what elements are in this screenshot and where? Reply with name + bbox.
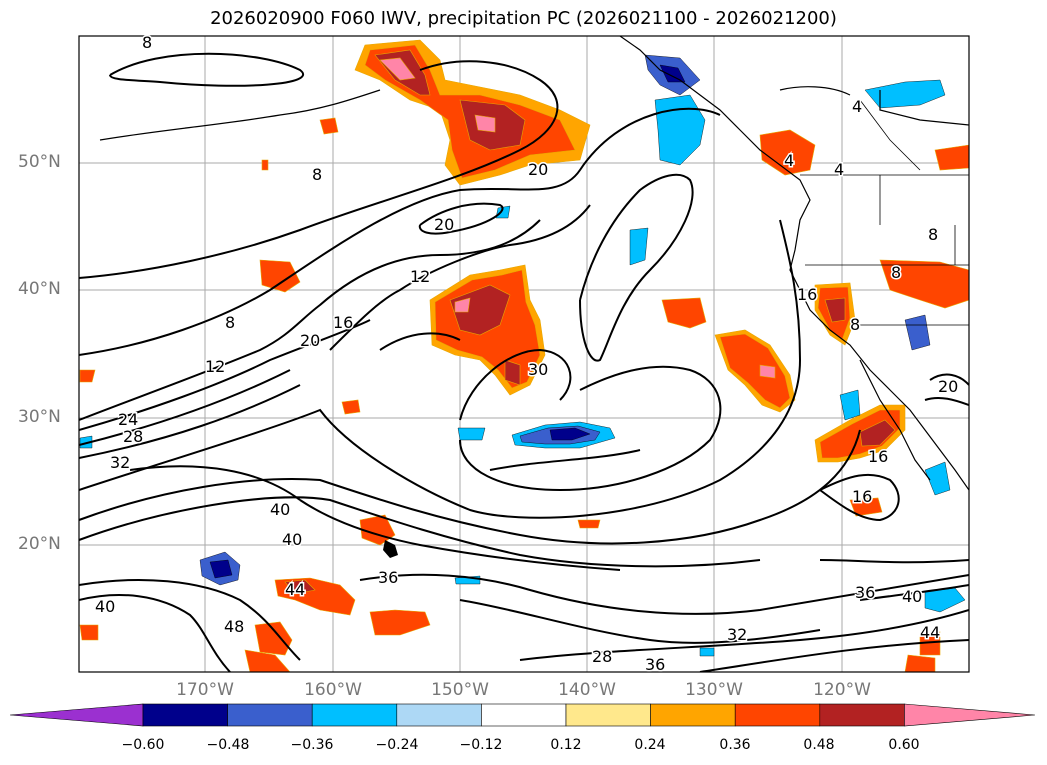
colorbar-tick: −0.36 [290,737,334,753]
colorbar-tick: 0.36 [719,737,751,753]
colorbar-tick: 0.24 [634,737,666,753]
colorbar-tick: 0.60 [888,737,920,753]
contour-label: 4 [834,160,844,179]
contour-label: 8 [142,33,152,52]
colorbar-segment [311,703,398,727]
lon-label-140w: 140°W [558,680,616,700]
contour-label: 16 [333,313,353,332]
colorbar-segment [396,703,482,727]
contour-label: 44 [285,580,305,599]
contour-label: 24 [118,410,138,429]
contour-label: 8 [312,165,322,184]
lat-label-50n: 50°N [18,152,61,172]
colorbar-segment [734,703,821,727]
contour-label: 28 [592,647,612,666]
colorbar-segment [481,703,567,727]
colorbar-segment [565,703,651,727]
colorbar-tick: −0.24 [375,737,419,753]
contour-label: 36 [378,568,398,587]
contour-label: 4 [852,97,862,116]
contour-label: 12 [410,267,430,286]
contour-label: 36 [645,655,665,674]
borders [800,99,969,326]
map-title: 2026020900 F060 IWV, precipitation PC (2… [210,8,837,29]
contour-label: 40 [282,530,302,549]
lon-label-150w: 150°W [431,680,489,700]
contour-label: 16 [797,285,817,304]
contour-label: 8 [891,263,901,282]
contour-label: 32 [727,625,747,644]
contour-label: 20 [434,215,454,234]
contour-label: 20 [938,377,958,396]
colorbar-extend-min [9,703,144,727]
precip-positive [79,39,969,672]
colorbar-segment [142,703,228,727]
contour-label: 48 [224,617,244,636]
contour-label: 8 [225,313,235,332]
colorbar-tick: −0.12 [459,737,503,753]
colorbar-segment [650,703,736,727]
lon-label-120w: 120°W [813,680,871,700]
colorbar-extend-max [904,703,1036,727]
contour-label: 40 [270,500,290,519]
contour-label: 12 [205,357,225,376]
contour-label: 20 [528,160,548,179]
contour-label: 4 [784,151,794,170]
contour-label: 44 [920,623,940,642]
lat-label-40n: 40°N [18,279,61,299]
colorbar-segment [819,703,905,727]
colorbar-segment [227,703,313,727]
hawaii-island [383,540,398,558]
contour-label: 36 [855,583,875,602]
lon-label-170w: 170°W [176,680,234,700]
lat-label-30n: 30°N [18,407,61,427]
lon-label-160w: 160°W [304,680,362,700]
colorbar-tick: −0.48 [206,737,250,753]
contour-label: 30 [528,360,548,379]
contour-label: 28 [123,427,143,446]
contour-label: 16 [852,487,872,506]
colorbar-tick: −0.60 [121,737,165,753]
contour-label: 20 [300,331,320,350]
contour-label: 8 [928,225,938,244]
contour-label: 32 [110,453,130,472]
contour-label: 8 [850,315,860,334]
colorbar-tick: 0.12 [550,737,582,753]
contour-label: 16 [868,447,888,466]
contour-label: 40 [95,597,115,616]
colorbar-tick: 0.48 [803,737,835,753]
coastlines [99,36,969,491]
contour-label: 40 [902,587,922,606]
lat-label-20n: 20°N [18,534,61,554]
iwv-contours [79,52,969,672]
lon-label-130w: 130°W [685,680,743,700]
